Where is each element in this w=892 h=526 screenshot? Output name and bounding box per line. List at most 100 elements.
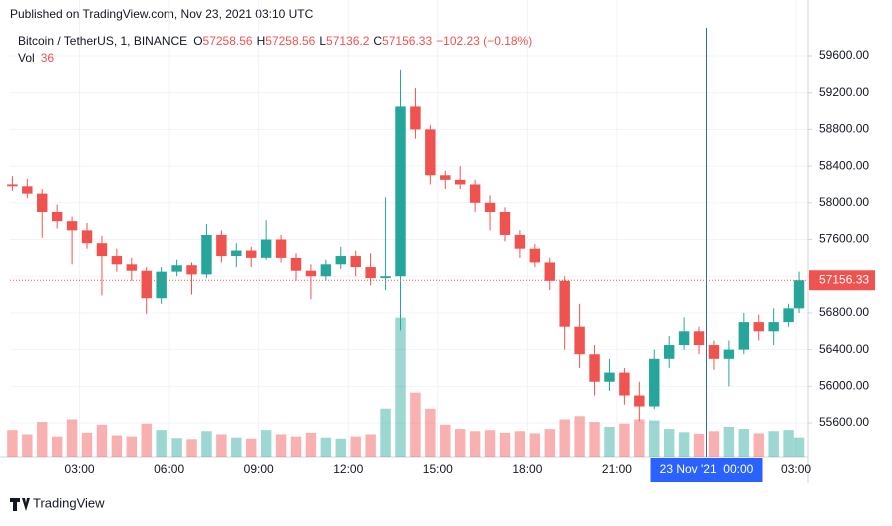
candle-body — [753, 322, 764, 332]
candle-body — [693, 331, 705, 346]
volume-bar — [440, 424, 451, 457]
volume-bar — [7, 430, 18, 457]
volume-bar — [156, 430, 167, 457]
candle-body — [649, 358, 660, 407]
candle-body — [350, 256, 361, 268]
candle-body — [529, 248, 541, 263]
logo-mark — [10, 498, 30, 511]
volume-bar — [663, 429, 675, 457]
candle-body — [559, 280, 570, 327]
volume-bar — [589, 422, 600, 457]
volume-bar — [708, 431, 720, 457]
candle-body — [619, 372, 630, 396]
volume-bar — [231, 437, 242, 457]
candle-body — [216, 234, 227, 257]
published-note: Published on TradingView.com, Nov 23, 20… — [10, 7, 314, 21]
legend-vol-value: 36 — [41, 51, 55, 65]
volume-bar — [186, 439, 197, 457]
legend-line: Bitcoin / TetherUS, 1, BINANCE O57258.56 H… — [18, 34, 532, 48]
volume-bar — [604, 426, 615, 457]
x-tick-label: 09:00 — [244, 462, 274, 476]
volume-bar — [201, 431, 212, 457]
volume-bar — [738, 429, 750, 457]
candle-body — [544, 262, 555, 281]
legend-close-label: C — [373, 34, 382, 48]
candle-body — [365, 267, 376, 279]
legend-open-value: 57258.56 — [203, 34, 253, 48]
candle-body — [37, 193, 48, 212]
volume-bar — [410, 392, 421, 457]
volume-bar — [380, 408, 391, 457]
volume-bar — [171, 438, 182, 457]
candle-body — [604, 372, 615, 382]
y-tick-label: 56400.00 — [819, 342, 869, 356]
candle-body — [275, 239, 287, 258]
volume-bar — [529, 433, 541, 457]
candle-body — [589, 354, 600, 382]
volume-bar — [81, 432, 93, 457]
volume-bar — [141, 423, 152, 457]
x-tick-label: 15:00 — [423, 462, 453, 476]
brand-name: TradingView — [33, 495, 105, 510]
volume-bar — [678, 432, 690, 457]
candle-body — [440, 175, 451, 180]
volume-bar — [51, 436, 63, 457]
volume-bar — [544, 429, 555, 457]
candle-body — [738, 322, 750, 350]
volume-bar — [37, 422, 48, 457]
brand-logo — [10, 498, 30, 511]
candle-body — [126, 264, 138, 271]
candle-body — [96, 243, 108, 257]
candle-body — [514, 234, 526, 249]
volume-bar — [753, 433, 764, 457]
candle-body — [634, 395, 645, 407]
legend-low-label: L — [319, 34, 326, 48]
volume-bar — [335, 438, 347, 457]
volume-bar — [693, 433, 705, 457]
candle-body — [66, 221, 78, 231]
volume-bar — [66, 419, 78, 457]
candle-body — [768, 322, 779, 332]
candle-body — [663, 345, 675, 359]
candle-body — [574, 326, 585, 355]
candle-body — [305, 270, 317, 277]
candle-body — [171, 265, 182, 272]
candle-body — [141, 270, 152, 299]
volume-bar — [768, 431, 779, 457]
candle-body — [320, 264, 332, 277]
candle-body — [231, 250, 242, 257]
volume-bar — [275, 434, 287, 457]
last-price-label: 57156.33 — [819, 272, 869, 286]
x-tick-label: 21:00 — [602, 462, 632, 476]
y-tick-label: 56000.00 — [819, 379, 869, 393]
x-tick-label: 03:00 — [65, 462, 95, 476]
volume-bar — [395, 317, 406, 457]
crosshair-label: 23 Nov '21 00:00 — [660, 462, 754, 476]
y-tick-label: 58800.00 — [819, 122, 869, 136]
candle-body — [245, 250, 257, 258]
candle-body — [380, 276, 391, 279]
volume-bar — [783, 430, 794, 457]
candle-body — [81, 230, 93, 244]
candle-body — [425, 129, 436, 176]
y-tick-label: 58400.00 — [819, 158, 869, 172]
volume-bar — [574, 416, 585, 457]
legend-high-label: H — [257, 34, 266, 48]
candle-body — [410, 106, 421, 130]
volume-bar — [469, 431, 481, 457]
candle-body — [51, 211, 63, 222]
volume-bar — [22, 434, 33, 457]
legend-low-value: 57136.2 — [326, 34, 370, 48]
legend-vol: Vol 36 — [18, 51, 54, 65]
volume-bar — [793, 437, 805, 457]
candle-body — [793, 280, 805, 309]
legend-symbol: Bitcoin / TetherUS, 1, BINANCE — [18, 34, 187, 48]
y-tick-label: 59600.00 — [819, 48, 869, 62]
y-tick-label: 57600.00 — [819, 232, 869, 246]
candle-body — [290, 257, 302, 271]
volume-bar — [320, 437, 332, 457]
volume-bar — [559, 419, 570, 457]
volume-bar — [365, 434, 376, 457]
